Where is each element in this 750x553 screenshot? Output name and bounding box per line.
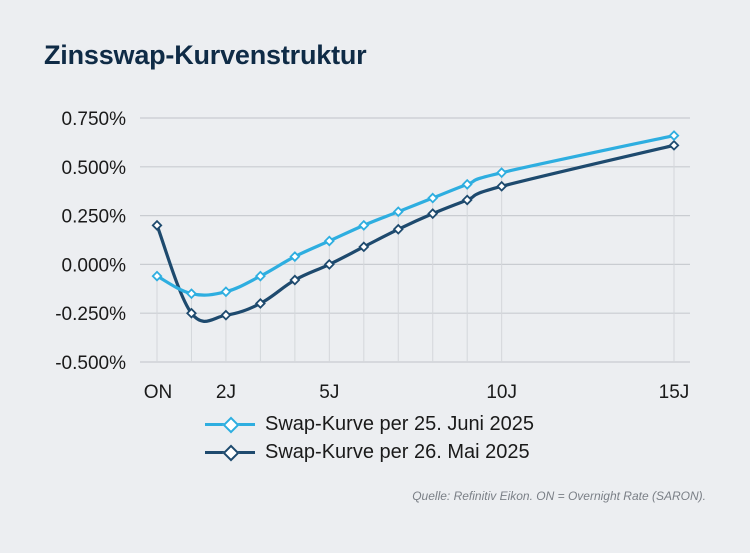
- data-point-marker: [254, 270, 266, 282]
- chart-title: Zinsswap-Kurvenstruktur: [44, 40, 367, 70]
- y-gridlines: [140, 117, 690, 363]
- data-point-marker: [496, 180, 508, 192]
- legend-item-may: Swap-Kurve per 26. Mai 2025: [205, 438, 534, 466]
- data-point-marker: [496, 167, 508, 179]
- x-tick-label: 15J: [659, 382, 690, 403]
- y-tick-label: 0.000%: [62, 255, 127, 276]
- x-tick-label: 2J: [216, 382, 236, 403]
- y-tick-label: -0.500%: [55, 353, 126, 374]
- data-point-marker: [392, 223, 404, 235]
- data-point-marker: [668, 130, 680, 142]
- legend-item-june: Swap-Kurve per 25. Juni 2025: [205, 410, 534, 438]
- data-point-marker: [358, 241, 370, 253]
- x-gridlines: [156, 135, 675, 362]
- legend-label-june: Swap-Kurve per 25. Juni 2025: [265, 412, 535, 435]
- data-point-marker: [392, 206, 404, 218]
- y-axis-ticks: 0.750% 0.500% 0.250% 0.000% -0.250% -0.500%: [55, 109, 126, 374]
- legend-swatch-may: [205, 444, 255, 462]
- y-tick-label: -0.250%: [55, 304, 126, 325]
- legend-label-may: Swap-Kurve per 26. Mai 2025: [265, 440, 530, 463]
- x-tick-label: 5J: [319, 382, 339, 403]
- y-tick-label: 0.750%: [62, 109, 127, 130]
- data-point-marker: [461, 194, 473, 206]
- data-point-marker: [151, 219, 163, 231]
- y-tick-label: 0.500%: [62, 158, 127, 179]
- data-point-marker: [323, 258, 335, 270]
- legend-swatch-june: [205, 416, 255, 434]
- x-tick-label: 10J: [486, 382, 517, 403]
- data-point-marker: [323, 235, 335, 247]
- data-point-marker: [220, 286, 232, 298]
- source-note: Quelle: Refinitiv Eikon. ON = Overnight …: [412, 489, 706, 503]
- data-point-marker: [220, 309, 232, 321]
- legend: Swap-Kurve per 25. Juni 2025 Swap-Kurve …: [205, 410, 534, 466]
- data-point-marker: [151, 270, 163, 282]
- series-group: [151, 130, 680, 323]
- data-point-marker: [461, 178, 473, 190]
- series-line: [155, 143, 676, 323]
- data-point-marker: [427, 192, 439, 204]
- data-point-marker: [185, 288, 197, 300]
- series-june: [151, 130, 680, 300]
- data-point-marker: [289, 274, 301, 286]
- data-point-marker: [427, 208, 439, 220]
- series-may: [151, 139, 680, 323]
- data-point-marker: [185, 307, 197, 319]
- data-point-marker: [254, 297, 266, 309]
- x-axis-ticks: ON 2J 5J 10J 15J: [144, 382, 690, 403]
- data-point-marker: [358, 219, 370, 231]
- y-tick-label: 0.250%: [62, 207, 127, 228]
- data-point-marker: [668, 139, 680, 151]
- x-tick-label: ON: [144, 382, 173, 403]
- data-point-marker: [289, 251, 301, 263]
